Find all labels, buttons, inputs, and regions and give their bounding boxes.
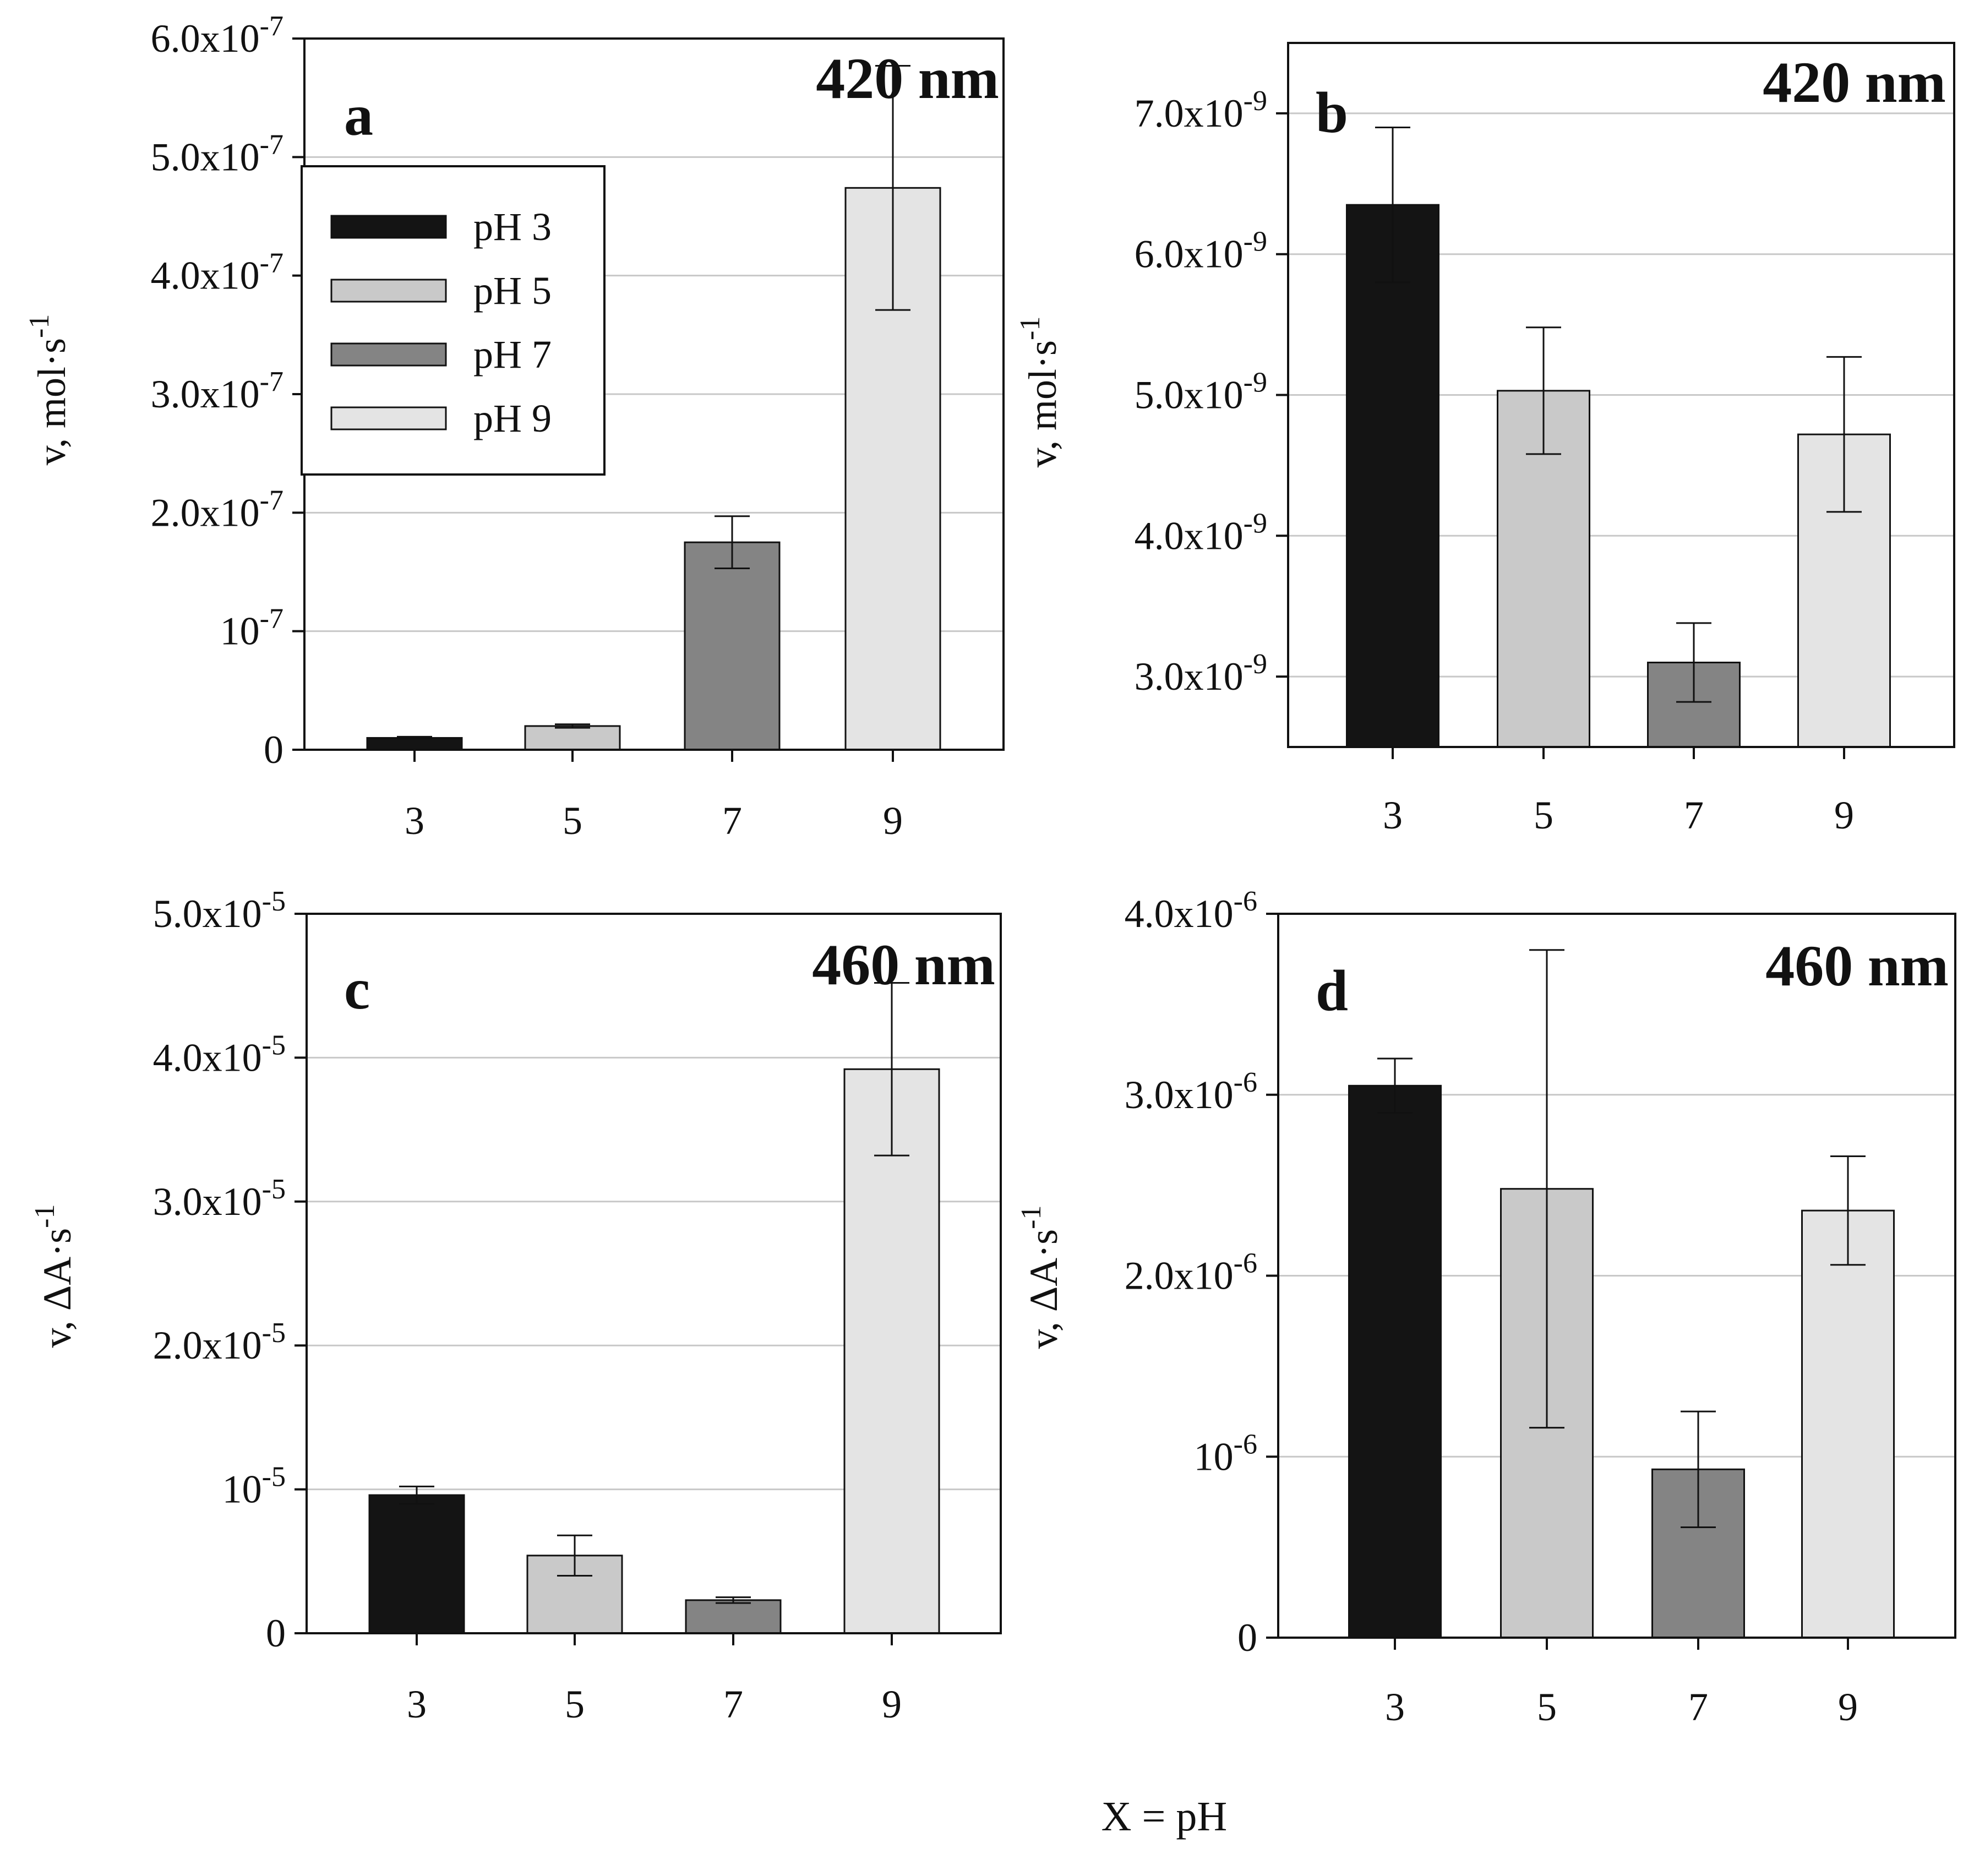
- bar-ph-7: [684, 541, 781, 751]
- y-tick-label: 3.0x10-6: [1125, 1067, 1257, 1117]
- legend-label: pH 5: [473, 269, 552, 313]
- legend-swatch: [330, 342, 447, 367]
- panel-letter: b: [1316, 80, 1348, 145]
- x-tick-label: 9: [882, 1682, 902, 1726]
- wavelength-label: 460 nm: [812, 932, 995, 997]
- y-tick-label: 3.0x10-5: [153, 1174, 286, 1224]
- wavelength-label: 460 nm: [1765, 934, 1949, 998]
- x-tick-label: 9: [1838, 1685, 1858, 1729]
- y-tick-label: 5.0x10-7: [151, 129, 283, 179]
- legend-swatch: [330, 406, 447, 430]
- legend-swatch: [330, 279, 447, 303]
- x-tick-label: 7: [1684, 793, 1704, 837]
- wavelength-label: 420 nm: [1763, 50, 1946, 114]
- panel-letter: a: [344, 83, 373, 148]
- panel-letter: d: [1316, 958, 1348, 1023]
- x-tick-label: 5: [1537, 1685, 1557, 1729]
- y-tick-label: 10-5: [222, 1461, 286, 1512]
- y-tick-label: 4.0x10-7: [151, 248, 283, 298]
- bar-ph-3: [1348, 1084, 1442, 1639]
- legend-label: pH 9: [473, 396, 552, 440]
- panel-b: 3.0x10-9 4.0x10-9 5.0x10-9 6.0x10-9 7.0x10-9…: [1015, 42, 1955, 837]
- wavelength-label: 420 nm: [816, 46, 999, 111]
- y-tick-label: 3.0x10-7: [151, 366, 283, 416]
- y-tick-label: 4.0x10-6: [1125, 886, 1257, 936]
- y-tick-label: 2.0x10-7: [151, 484, 283, 535]
- y-tick-label: 10-7: [220, 603, 283, 653]
- panel-letter: c: [344, 957, 370, 1021]
- bar-ph-3: [1346, 204, 1439, 748]
- x-tick-label: 3: [407, 1682, 427, 1726]
- y-tick-label: 2.0x10-5: [153, 1317, 286, 1367]
- x-tick-label: 5: [565, 1682, 585, 1726]
- legend: pH 3 pH 5 pH 7 pH 9: [301, 165, 606, 476]
- legend-swatch: [330, 215, 447, 239]
- x-tick-label: 7: [1688, 1685, 1708, 1729]
- bar-ph-3: [368, 1494, 465, 1634]
- chart-panels: 0 10-7 2.0x10-7 3.0x10-7 4.0x10-7 5.0x10-7 6.0…: [24, 10, 1956, 1729]
- y-tick-label: 0: [264, 728, 283, 772]
- x-tick-label: 3: [1383, 793, 1403, 837]
- x-tick-label: 7: [722, 799, 742, 843]
- y-tick-label: 10-6: [1194, 1428, 1257, 1479]
- plot-frame: [306, 913, 1002, 1634]
- y-tick-label: 0: [266, 1611, 286, 1655]
- x-tick-label: 3: [1385, 1685, 1405, 1729]
- legend-label: pH 3: [473, 205, 552, 249]
- x-tick-label: 9: [883, 799, 903, 843]
- y-tick-label: 4.0x10-9: [1135, 508, 1267, 558]
- panel-c: 0 10-5 2.0x10-5 3.0x10-5 4.0x10-5 5.0x10-5 3 5 7…: [29, 886, 1002, 1726]
- x-axis-label: X = pH: [1101, 1793, 1228, 1840]
- y-tick-label: 5.0x10-5: [153, 886, 286, 936]
- x-tick-label: 3: [405, 799, 424, 843]
- y-axis-label: v, ΔA·s-1: [1016, 1206, 1066, 1349]
- x-tick-label: 7: [723, 1682, 743, 1726]
- x-tick-label: 9: [1834, 793, 1854, 837]
- bar-ph-9: [1801, 1209, 1895, 1639]
- bar-ph-5: [524, 725, 621, 751]
- y-tick-label: 3.0x10-9: [1135, 648, 1267, 699]
- x-tick-label: 5: [1534, 793, 1553, 837]
- y-axis-label: v, ΔA·s-1: [29, 1204, 79, 1348]
- y-tick-label: 4.0x10-5: [153, 1029, 286, 1079]
- y-axis-label: v, mol·s-1: [24, 314, 74, 466]
- y-tick-label: 7.0x10-9: [1135, 85, 1267, 135]
- bar-ph-7: [685, 1599, 782, 1634]
- y-tick-label: 2.0x10-6: [1125, 1248, 1257, 1298]
- y-tick-label: 5.0x10-9: [1135, 367, 1267, 417]
- y-tick-label: 6.0x10-7: [151, 10, 283, 61]
- panel-d: 0 10-6 2.0x10-6 3.0x10-6 4.0x10-6 3 5 7 9 v, ΔA·s…: [1016, 886, 1956, 1729]
- x-tick-label: 5: [563, 799, 582, 843]
- panel-a: 0 10-7 2.0x10-7 3.0x10-7 4.0x10-7 5.0x10-7 6.0…: [24, 10, 1005, 843]
- y-axis-label: v, mol·s-1: [1015, 317, 1065, 468]
- y-tick-label: 0: [1237, 1616, 1257, 1660]
- legend-label: pH 7: [473, 332, 552, 377]
- y-tick-label: 6.0x10-9: [1135, 226, 1267, 276]
